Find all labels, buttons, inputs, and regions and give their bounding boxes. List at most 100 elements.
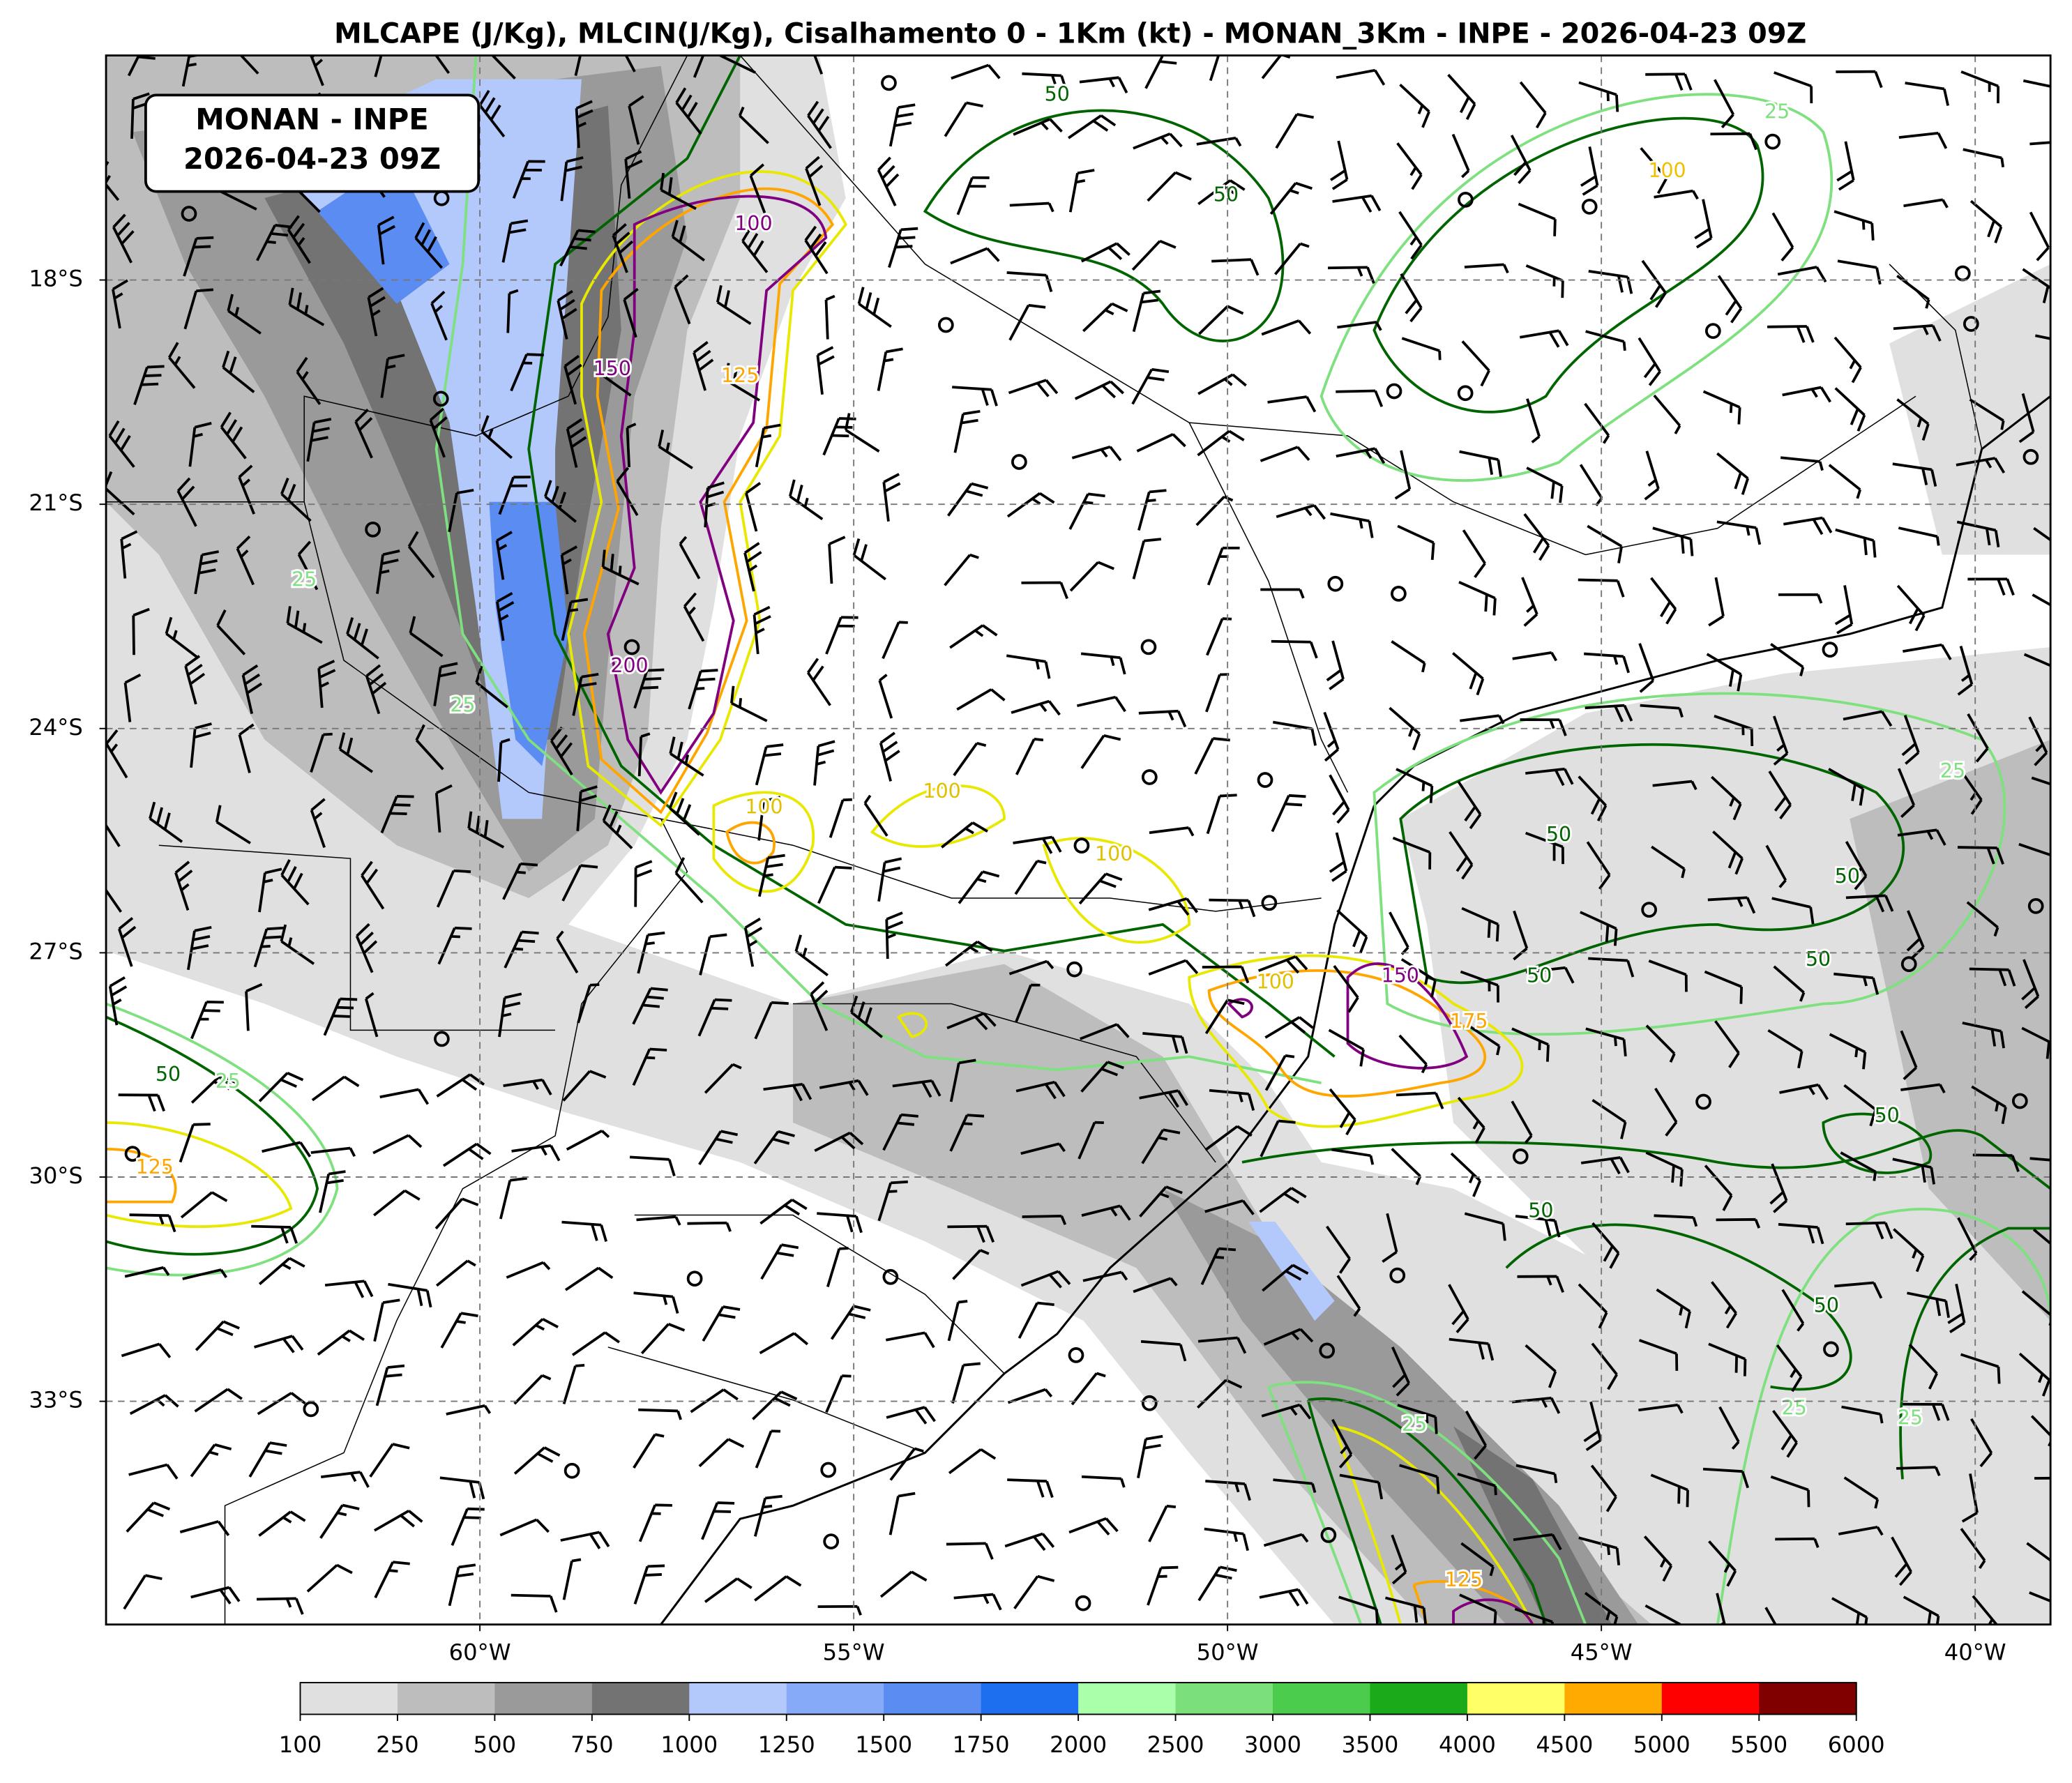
wind-barb bbox=[1521, 577, 1538, 627]
wind-barb bbox=[561, 598, 589, 642]
wind-barb bbox=[248, 1441, 287, 1478]
wind-barb bbox=[813, 740, 835, 786]
wind-barb bbox=[1339, 1473, 1384, 1500]
colorbar-segment bbox=[1661, 1683, 1760, 1715]
calm-marker bbox=[1581, 199, 1598, 215]
wind-barb bbox=[190, 1074, 237, 1104]
wind-barb bbox=[1068, 492, 1105, 530]
wind-barb bbox=[571, 1331, 620, 1356]
wind-barb bbox=[2022, 79, 2051, 88]
wind-barb bbox=[1149, 826, 1195, 837]
wind-barb bbox=[1770, 1475, 1810, 1508]
wind-barb bbox=[1460, 970, 1499, 1003]
wind-barb bbox=[819, 1079, 869, 1096]
wind-barb bbox=[1071, 445, 1122, 462]
wind-barb bbox=[1209, 898, 1256, 918]
lat-tick-label: 24°S bbox=[29, 714, 82, 741]
wind-barb bbox=[1013, 1575, 1055, 1609]
wind-barb bbox=[1587, 524, 1624, 563]
calm-marker bbox=[623, 639, 640, 655]
wind-barb bbox=[888, 227, 918, 268]
wind-barb bbox=[388, 1282, 432, 1308]
wind-barb bbox=[1204, 1199, 1255, 1215]
contour bbox=[1716, 1208, 2051, 1625]
wind-barb bbox=[1013, 835, 1062, 854]
colorbar-label: 6000 bbox=[1828, 1731, 1885, 1758]
wind-barb bbox=[1326, 640, 1345, 690]
contour bbox=[1372, 692, 2006, 1036]
wind-barb bbox=[1591, 1222, 1620, 1269]
wind-barb bbox=[1525, 1344, 1557, 1388]
wind-barb bbox=[435, 1259, 476, 1287]
wind-barb bbox=[1461, 340, 1490, 387]
wind-barb bbox=[1708, 1540, 1737, 1587]
wind-barb bbox=[951, 63, 1001, 80]
wind-barb bbox=[1843, 710, 1893, 727]
wind-barb bbox=[120, 530, 138, 579]
wind-barb bbox=[575, 100, 593, 149]
wind-barb bbox=[1260, 1119, 1296, 1158]
wind-barb bbox=[1262, 1264, 1309, 1292]
wind-barb bbox=[637, 732, 651, 777]
wind-barb bbox=[1714, 79, 1735, 129]
wind-barb bbox=[1009, 202, 1054, 213]
wind-barb bbox=[674, 274, 691, 325]
wind-barb bbox=[1694, 199, 1713, 249]
wind-barb bbox=[637, 931, 665, 974]
wind-barb bbox=[379, 1088, 430, 1105]
lat-tick-label: 18°S bbox=[29, 266, 82, 292]
wind-barb bbox=[817, 1212, 863, 1234]
colorbar-segment bbox=[397, 1683, 496, 1715]
wind-barb bbox=[879, 1570, 928, 1598]
wind-barb bbox=[1584, 402, 1610, 444]
wind-barb bbox=[1136, 433, 1186, 453]
calm-marker bbox=[1319, 1342, 1336, 1359]
wind-barb bbox=[241, 664, 263, 714]
wind-barb bbox=[763, 1082, 812, 1102]
calm-marker bbox=[124, 1146, 141, 1162]
contour-label: 100 bbox=[923, 780, 961, 803]
wind-barb bbox=[236, 536, 255, 586]
wind-barb bbox=[451, 1507, 485, 1546]
calm-marker bbox=[881, 75, 897, 91]
wind-barb bbox=[1584, 652, 1630, 674]
wind-barb bbox=[118, 917, 137, 967]
wind-barb bbox=[886, 1406, 936, 1425]
wind-barb bbox=[807, 658, 831, 706]
wind-barb bbox=[888, 1492, 916, 1535]
wind-barb bbox=[1717, 275, 1743, 324]
wind-barb bbox=[885, 1331, 935, 1349]
wind-barb bbox=[1711, 1281, 1737, 1329]
calm-marker bbox=[365, 521, 381, 538]
wind-barb bbox=[1148, 959, 1199, 976]
contour-label: 125 bbox=[1445, 1568, 1483, 1591]
wind-barb bbox=[564, 1266, 614, 1291]
wind-barb bbox=[1133, 1277, 1178, 1293]
calm-marker bbox=[937, 317, 954, 333]
wind-barb bbox=[372, 1134, 423, 1155]
wind-barb bbox=[1645, 1024, 1676, 1063]
wind-barb bbox=[566, 1130, 610, 1151]
wind-barb bbox=[190, 722, 212, 768]
wind-barb bbox=[1591, 1342, 1618, 1390]
wind-barb bbox=[759, 1332, 809, 1355]
calm-marker bbox=[1141, 769, 1158, 785]
wind-barb bbox=[877, 1180, 908, 1222]
wind-barb bbox=[1074, 380, 1124, 400]
wind-barb bbox=[497, 738, 511, 782]
wind-barb bbox=[375, 1364, 405, 1406]
wind-barb bbox=[1779, 1083, 1829, 1100]
wind-barb bbox=[576, 785, 598, 831]
wind-barb bbox=[495, 531, 513, 580]
wind-barb bbox=[1011, 699, 1061, 716]
wind-barb bbox=[1772, 1409, 1798, 1458]
calm-marker bbox=[823, 1533, 840, 1550]
wind-barb bbox=[1702, 1467, 1750, 1489]
cape-shade bbox=[1248, 1222, 1335, 1321]
wind-barb bbox=[698, 1438, 745, 1468]
wind-barb bbox=[434, 1197, 479, 1230]
wind-barb bbox=[566, 418, 587, 468]
wind-barb bbox=[1714, 714, 1754, 747]
wind-barb bbox=[1781, 1289, 1805, 1332]
wind-barb bbox=[253, 926, 284, 968]
